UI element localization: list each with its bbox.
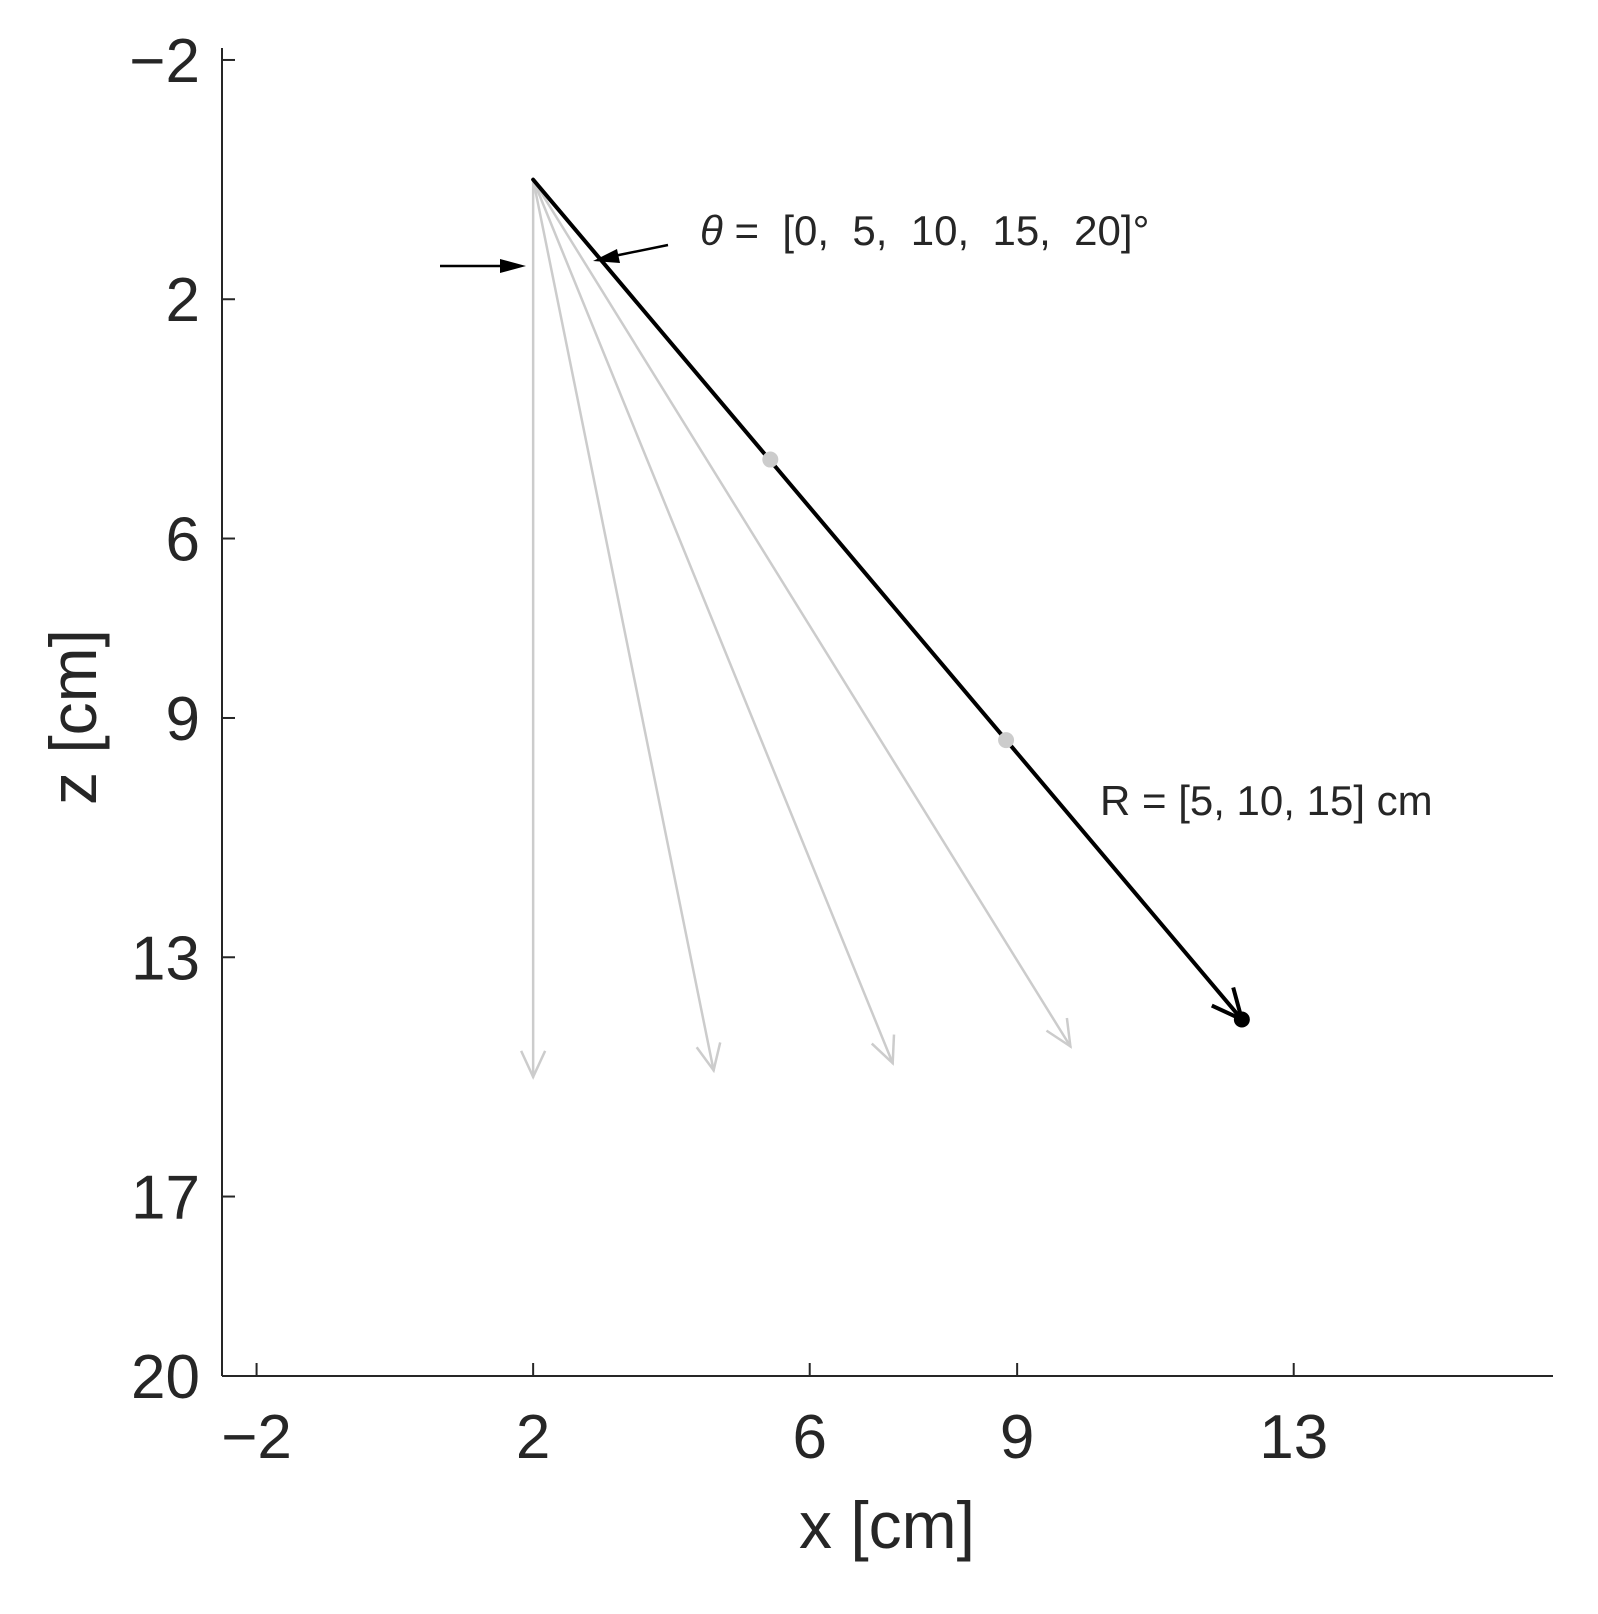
ray-arrowhead: [520, 1050, 547, 1080]
ray-line: [531, 178, 894, 1065]
y-ticks: −2 2 6 9 13 17 20: [129, 27, 235, 1412]
ray-arrowhead: [695, 1042, 722, 1074]
ray-arrowhead: [1045, 1017, 1072, 1049]
y-tick-label: −2: [129, 27, 200, 96]
ray-line: [531, 178, 715, 1072]
y-tick-label: 9: [166, 685, 200, 754]
rays-layer: [520, 177, 1250, 1080]
y-axis-title: z [cm]: [36, 629, 110, 805]
x-tick-label: 6: [792, 1403, 826, 1472]
axes: −2 2 6 9 13 −2 2 6 9 13 17 20: [129, 27, 1553, 1472]
y-tick-label: 2: [166, 266, 200, 335]
x-tick-label: −2: [221, 1403, 292, 1472]
theta-annotation: θ = [0, 5, 10, 15, 20]°: [700, 207, 1149, 254]
theta-values: = [0, 5, 10, 15, 20]°: [723, 207, 1150, 254]
theta-arrow-right-head: [593, 249, 620, 263]
ray-line: [531, 177, 1244, 1022]
range-marker: [1233, 1011, 1250, 1028]
theta-arrow-left-head: [500, 259, 526, 273]
ray-line: [531, 178, 1072, 1048]
x-tick-label: 9: [1000, 1403, 1034, 1472]
theta-arrow-right-line: [613, 243, 669, 258]
range-marker: [762, 451, 779, 468]
x-tick-label: 2: [516, 1403, 550, 1472]
y-tick-label: 17: [131, 1164, 200, 1233]
ray-arrowhead: [870, 1034, 896, 1066]
x-tick-label: 13: [1259, 1403, 1328, 1472]
range-marker: [998, 732, 1015, 749]
x-axis-title: x [cm]: [799, 1488, 975, 1562]
y-tick-label: 13: [131, 924, 200, 993]
x-ticks: −2 2 6 9 13: [221, 1363, 1328, 1472]
range-annotation: R = [5, 10, 15] cm: [1100, 777, 1433, 824]
y-tick-label: 20: [131, 1343, 200, 1412]
theta-symbol: θ: [700, 207, 723, 254]
annotations: θ = [0, 5, 10, 15, 20]° R = [5, 10, 15] …: [440, 207, 1433, 824]
y-tick-label: 6: [166, 506, 200, 575]
